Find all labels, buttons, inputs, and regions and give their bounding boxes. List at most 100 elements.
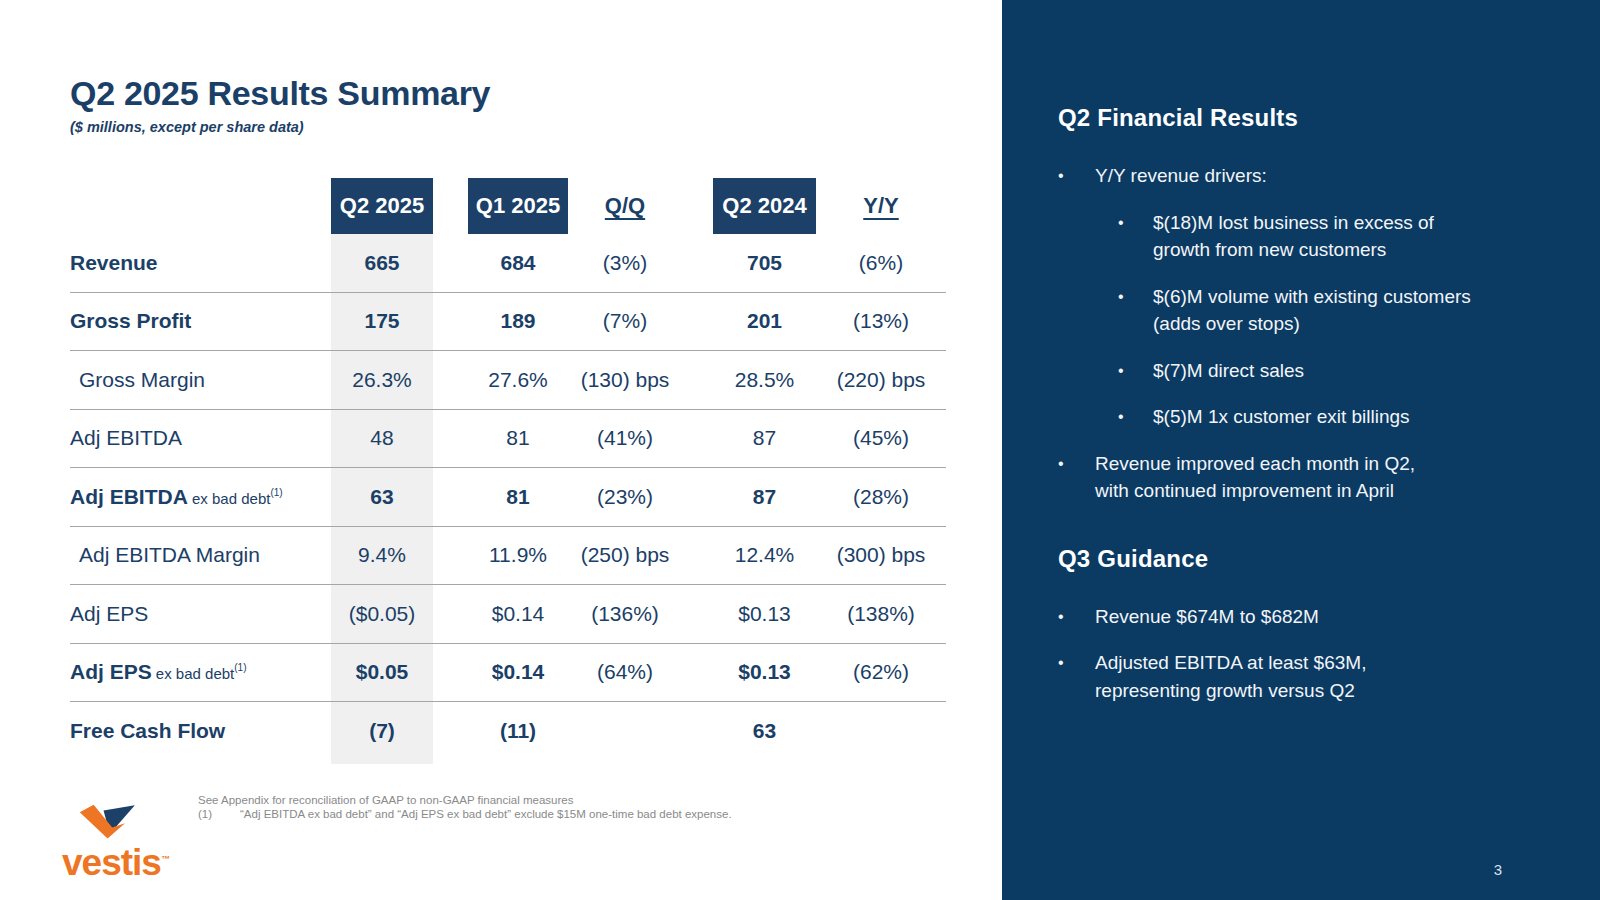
table-row: Free Cash Flow(7)(11)63: [70, 701, 946, 760]
bullet-text: Revenue improved each month in Q2, with …: [1095, 450, 1435, 505]
table-cell: 665: [331, 251, 433, 275]
row-label-suffix: ex bad debt: [152, 665, 235, 682]
bullet-marker: •: [1058, 162, 1095, 190]
table-cell: (136%): [568, 602, 682, 626]
bullet-text: $(5)M 1x customer exit billings: [1153, 403, 1410, 431]
section-heading-q3-guidance: Q3 Guidance: [1058, 545, 1578, 573]
table-cell: 9.4%: [331, 543, 433, 567]
footnote-bad-debt: (1) “Adj EBITDA ex bad debt” and “Adj EP…: [198, 807, 732, 821]
table-cell: (41%): [568, 426, 682, 450]
table-cell: (11): [468, 719, 568, 743]
table-row: Adj EPS ($0.05) $0.14(136%) $0.13(138%): [70, 584, 946, 643]
table-cell: $0.14: [468, 602, 568, 626]
vestis-wordmark: vestis™: [62, 842, 192, 880]
commentary-pane: Q2 Financial Results •Y/Y revenue driver…: [1002, 0, 1600, 900]
bullet-text: Adjusted EBITDA at least $63M, represent…: [1095, 649, 1435, 704]
table-cell: $0.13: [713, 660, 816, 684]
table-cell: 63: [331, 485, 433, 509]
table-cell: 12.4%: [713, 543, 816, 567]
table-row: Revenue 665 684(3%) 705(6%): [70, 234, 946, 292]
table-cell: 28.5%: [713, 368, 816, 392]
table-row: Gross Profit175189(7%)201(13%): [70, 292, 946, 351]
table-row: Adj EBITDA Margin 9.4% 11.9%(250) bps 12.4%…: [70, 526, 946, 585]
table-cell: 48: [331, 426, 433, 450]
row-label-main: Adj EPS: [70, 602, 148, 625]
table-cell: (3%): [568, 251, 682, 275]
row-label-main: Free Cash Flow: [70, 719, 225, 742]
table-cell: 81: [468, 426, 568, 450]
row-label-main: Adj EBITDA Margin: [79, 543, 260, 566]
table-cell: 11.9%: [468, 543, 568, 567]
table-cell: 81: [468, 485, 568, 509]
row-label-main: Adj EBITDA: [70, 426, 182, 449]
row-label-main: Adj EPS: [70, 660, 152, 683]
bullet-item: •Revenue improved each month in Q2, with…: [1058, 450, 1578, 505]
table-cell: (45%): [816, 426, 946, 450]
table-cell: 26.3%: [331, 368, 433, 392]
bullet-marker: •: [1118, 209, 1153, 264]
bullet-text: $(18)M lost business in excess of growth…: [1153, 209, 1483, 264]
bullet-marker: •: [1058, 603, 1095, 631]
row-label: Gross Profit: [70, 309, 331, 333]
bullet-item: •$(7)M direct sales: [1118, 357, 1578, 385]
table-cell: $0.14: [468, 660, 568, 684]
bullet-text: Revenue $674M to $682M: [1095, 603, 1319, 631]
table-cell: 175: [331, 309, 433, 333]
bullet-marker: •: [1118, 357, 1153, 385]
row-label: Adj EBITDA: [70, 426, 331, 450]
page-number: 3: [1494, 861, 1502, 878]
bullet-item: •Revenue $674M to $682M: [1058, 603, 1578, 631]
column-header-q1-2025: Q1 2025: [468, 178, 568, 234]
slide: Q2 2025 Results Summary ($ millions, exc…: [0, 0, 1600, 900]
row-label: Free Cash Flow: [70, 719, 331, 743]
table-header-row: Q2 2025 Q1 2025Q/Q Q2 2024Y/Y: [70, 178, 946, 234]
table-cell: $0.13: [713, 602, 816, 626]
results-table: Q2 2025 Q1 2025Q/Q Q2 2024Y/Y Revenue 665 68…: [70, 178, 946, 760]
q3-guidance-bullets: •Revenue $674M to $682M•Adjusted EBITDA …: [1058, 603, 1578, 705]
table-cell: (64%): [568, 660, 682, 684]
column-header-q2-2024: Q2 2024: [713, 178, 816, 234]
row-label: Adj EBITDA Margin: [70, 543, 331, 567]
table-cell: (6%): [816, 251, 946, 275]
section-heading-q2-financial-results: Q2 Financial Results: [1058, 104, 1578, 132]
bullet-item: •$(18)M lost business in excess of growt…: [1118, 209, 1578, 264]
results-pane: Q2 2025 Results Summary ($ millions, exc…: [0, 0, 1002, 900]
column-header-q-q: Q/Q: [568, 193, 682, 219]
table-row: Adj EPS ex bad debt(1)$0.05 $0.14(64%) $0.…: [70, 643, 946, 702]
table-cell: (62%): [816, 660, 946, 684]
row-label-main: Gross Margin: [79, 368, 205, 391]
table-cell: 201: [713, 309, 816, 333]
row-label-main: Revenue: [70, 251, 158, 274]
row-label: Adj EPS ex bad debt(1): [70, 660, 331, 684]
bullet-marker: •: [1058, 649, 1095, 704]
table-cell: (250) bps: [568, 543, 682, 567]
table-cell: (130) bps: [568, 368, 682, 392]
table-cell: ($0.05): [331, 602, 433, 626]
footnote-gaap: See Appendix for reconciliation of GAAP …: [198, 793, 732, 807]
bullet-item: •Y/Y revenue drivers:: [1058, 162, 1578, 190]
page-title: Q2 2025 Results Summary: [70, 74, 490, 113]
table-cell: 684: [468, 251, 568, 275]
bullet-marker: •: [1118, 403, 1153, 431]
table-cell: 189: [468, 309, 568, 333]
table-cell: (23%): [568, 485, 682, 509]
table-cell: 705: [713, 251, 816, 275]
table-cell: (138%): [816, 602, 946, 626]
q2-financial-results-bullets: •Y/Y revenue drivers:•$(18)M lost busine…: [1058, 162, 1578, 505]
table-body: Revenue 665 684(3%) 705(6%) Gross Profit 175 1…: [70, 234, 946, 760]
column-header-y-y: Y/Y: [816, 193, 946, 219]
table-cell: (220) bps: [816, 368, 946, 392]
footnotes: See Appendix for reconciliation of GAAP …: [198, 793, 732, 821]
table-cell: $0.05: [331, 660, 433, 684]
table-cell: (7%): [568, 309, 682, 333]
row-label: Adj EPS: [70, 602, 331, 626]
row-label-main: Gross Profit: [70, 309, 191, 332]
table-cell: 63: [713, 719, 816, 743]
bullet-item: •$(6)M volume with existing customers (a…: [1118, 283, 1578, 338]
table-row: Adj EBITDA ex bad debt(1)6381(23%)87(28%…: [70, 467, 946, 526]
row-label: Gross Margin: [70, 368, 331, 392]
column-header-q2-2025: Q2 2025: [331, 178, 433, 234]
bullet-item: •Adjusted EBITDA at least $63M, represen…: [1058, 649, 1578, 704]
table-cell: 87: [713, 426, 816, 450]
bullet-text: Y/Y revenue drivers:: [1095, 162, 1267, 190]
